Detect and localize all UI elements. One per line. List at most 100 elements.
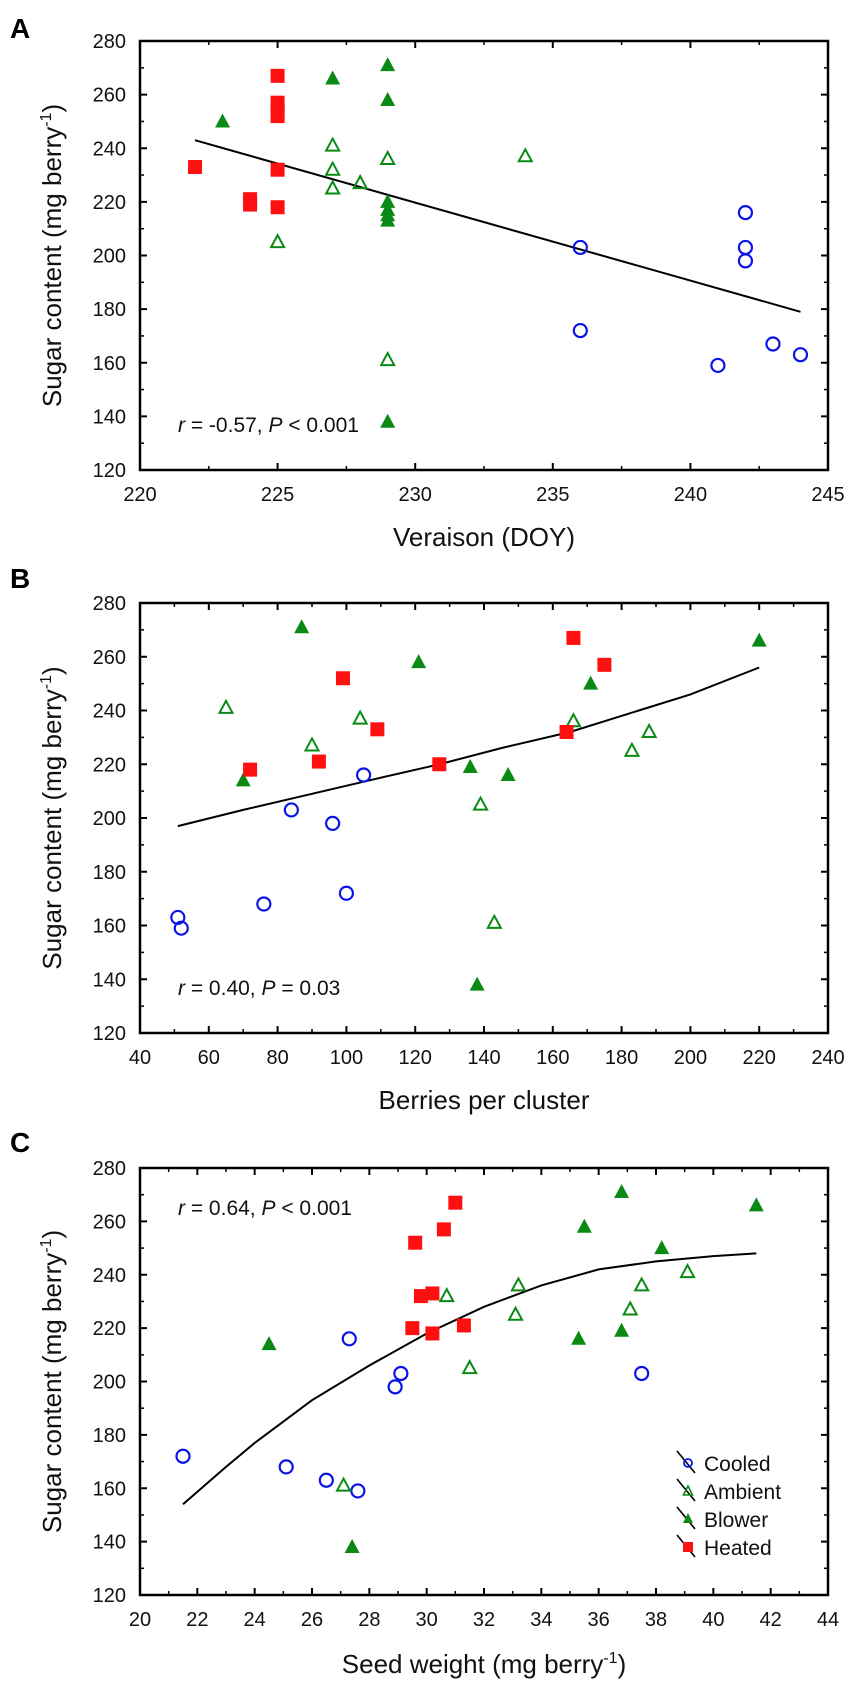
x-tick-label: 44 (817, 1609, 839, 1631)
y-axis-title-text: Sugar content (mg berry (37, 689, 67, 969)
y-tick-label: 200 (93, 808, 126, 830)
y-axis-title-end: ) (37, 666, 67, 675)
y-axis-title: Sugar content (mg berry-1) (37, 104, 67, 407)
y-tick-label: 200 (93, 1372, 126, 1394)
series-ambient (269, 136, 534, 367)
heated-point (270, 109, 285, 124)
blower-point (380, 91, 396, 106)
correlation-annotation: r = 0.64, P < 0.001 (178, 1197, 352, 1220)
y-axis-title-sup: -1 (38, 675, 55, 689)
heated-point (243, 762, 258, 777)
series-heated (243, 630, 612, 777)
x-tick-label: 235 (536, 484, 569, 506)
heated-point (370, 722, 385, 737)
x-tick-label: 220 (743, 1047, 776, 1069)
heated-point (432, 757, 447, 772)
ambient-point (324, 160, 341, 176)
y-tick-label: 220 (93, 192, 126, 214)
cooled-point (175, 1448, 191, 1464)
y-tick-label: 220 (93, 1318, 126, 1340)
trend-line (177, 666, 760, 828)
blower-point (751, 632, 767, 647)
y-tick-label: 120 (93, 460, 126, 482)
ambient-point (324, 179, 341, 195)
y-tick-label: 140 (93, 406, 126, 428)
cooled-point (173, 920, 189, 936)
x-tick-label: 36 (588, 1609, 610, 1631)
y-axis-title-end: ) (37, 1230, 67, 1239)
panel-a: A 220 225 230 235 240 245 120 140 160 180 200 220 240… (10, 13, 845, 552)
heated-point (425, 1286, 440, 1301)
y-tick-label: 160 (93, 1478, 126, 1500)
legend-label: Ambient (704, 1481, 781, 1504)
cooled-point (737, 239, 754, 256)
blower-point (380, 212, 396, 227)
ambient-point (324, 136, 341, 152)
heated-point (413, 1289, 428, 1304)
blower-point (380, 57, 396, 72)
y-tick-label: 260 (93, 1211, 126, 1233)
x-tick-label: 20 (129, 1609, 151, 1631)
heated-point (270, 162, 285, 177)
ambient-point (633, 1276, 650, 1292)
cooled-point (338, 885, 354, 901)
ambient-point (379, 149, 396, 165)
x-axis-title: Seed weight (mg berry-1) (342, 1649, 626, 1679)
cooled-point (792, 347, 809, 363)
series-blower (215, 57, 396, 428)
r-value: = 0.40, (185, 977, 261, 1000)
y-tick-label: 280 (93, 1158, 126, 1180)
p-symbol: P (261, 1197, 275, 1220)
ambient-point (351, 709, 369, 725)
r-symbol: r (178, 1197, 186, 1220)
legend-circle-icon (683, 1458, 693, 1468)
x-tick-label: 230 (399, 484, 432, 506)
y-axis-title-text: Sugar content (mg berry (37, 1253, 67, 1533)
legend-filled-triangle-icon (683, 1513, 693, 1523)
ambient-point (640, 722, 658, 738)
panel-b: B 40 60 80 100 120 140 160 180 200 220 240 120 140 160… (10, 563, 845, 1115)
cooled-point (256, 896, 272, 912)
p-symbol: P (261, 977, 275, 1000)
panel-c: C 20 22 24 26 28 30 32 34 36 38 40 42 44 120 140 160 180 2… (10, 1127, 839, 1679)
heated-point (597, 657, 612, 672)
ambient-point (623, 741, 641, 757)
cooled-point (283, 802, 299, 818)
r-value: = -0.57, (185, 414, 268, 437)
blower-point (583, 675, 599, 690)
legend-open-triangle-icon (682, 1484, 694, 1496)
legend-item-cooled: Cooled (676, 1450, 771, 1476)
x-tick-label: 40 (702, 1609, 724, 1631)
legend-label: Heated (704, 1537, 772, 1560)
trend-line (194, 139, 801, 313)
heated-point (243, 197, 258, 212)
ambient-point (510, 1276, 527, 1292)
legend-label: Blower (704, 1509, 768, 1532)
ambient-point (379, 350, 396, 367)
series-blower (261, 1184, 764, 1553)
ambient-point (486, 913, 503, 929)
heated-point (188, 160, 203, 175)
trend-line (182, 1252, 757, 1506)
series-cooled (175, 1331, 650, 1499)
x-tick-label: 60 (198, 1047, 220, 1069)
r-value: = 0.64, (185, 1197, 261, 1220)
y-tick-label: 200 (93, 246, 126, 268)
y-axis-title-text: Sugar content (mg berry (37, 127, 67, 407)
series-blower (235, 619, 767, 991)
ambient-point (517, 147, 534, 163)
cooled-point (318, 1472, 334, 1488)
heated-point (270, 68, 285, 83)
x-tick-label: 24 (244, 1609, 266, 1631)
blower-point (215, 113, 231, 128)
x-tick-label: 100 (330, 1047, 363, 1069)
x-tick-label: 26 (301, 1609, 323, 1631)
cooled-point (350, 1483, 366, 1499)
blower-point (614, 1184, 630, 1199)
panel-letter: A (10, 13, 30, 44)
x-tick-label: 180 (605, 1047, 638, 1069)
ambient-point (507, 1305, 524, 1321)
panel-letter: B (10, 563, 30, 594)
y-tick-label: 240 (93, 1265, 126, 1287)
